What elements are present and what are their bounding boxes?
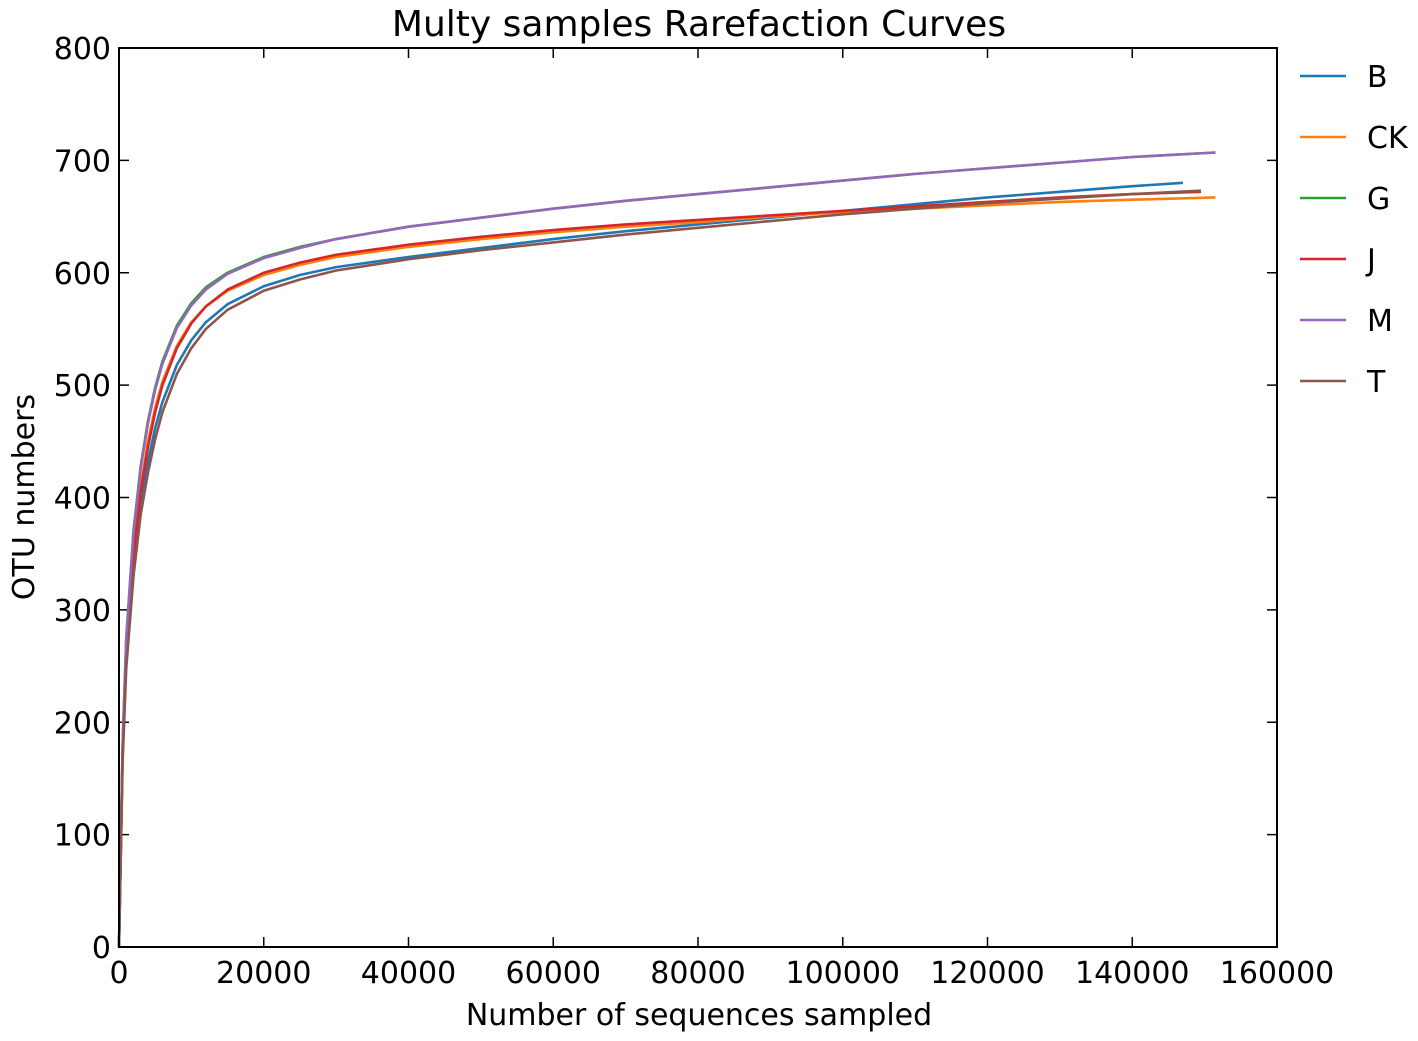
y-axis-label: OTU numbers [7, 394, 42, 600]
x-axis-ticks: 0 20000 40000 60000 80000 100000 120000 140000 1… [109, 48, 1334, 991]
legend-label-ck: CK [1367, 121, 1409, 156]
plot-frame [118, 47, 1278, 948]
x-tick-label: 80000 [650, 956, 745, 991]
y-tick-label: 500 [54, 369, 111, 404]
y-tick-label: 600 [54, 257, 111, 292]
y-tick-label: 800 [54, 32, 111, 67]
series-line-g [117, 151, 1216, 948]
legend-label-t: T [1366, 365, 1386, 400]
x-tick-label: 40000 [361, 956, 456, 991]
y-tick-label: 300 [54, 594, 111, 629]
x-tick-label: 120000 [930, 956, 1045, 991]
legend-label-b: B [1367, 60, 1388, 95]
legend-label-j: J [1365, 243, 1376, 278]
x-tick-label: 60000 [506, 956, 601, 991]
series-line-b [117, 181, 1183, 948]
x-tick-label: 100000 [785, 956, 900, 991]
series-line-m [117, 151, 1216, 948]
y-tick-label: 100 [54, 819, 111, 854]
series-line-t [117, 189, 1202, 948]
series-line-ck [117, 196, 1216, 948]
y-tick-label: 200 [54, 706, 111, 741]
y-axis-ticks: 0 100 200 300 400 500 600 700 800 [54, 32, 1277, 966]
y-tick-label: 700 [54, 144, 111, 179]
legend-label-m: M [1367, 304, 1393, 339]
y-tick-label: 400 [54, 482, 111, 517]
x-tick-label: 140000 [1075, 956, 1190, 991]
y-tick-label: 0 [92, 931, 111, 966]
legend-label-g: G [1367, 182, 1390, 217]
x-tick-label: 160000 [1220, 956, 1335, 991]
chart-title: Multy samples Rarefaction Curves [392, 4, 1006, 45]
x-axis-label: Number of sequences sampled [466, 998, 932, 1033]
series-line-j [117, 190, 1202, 948]
x-tick-label: 20000 [216, 956, 311, 991]
series-lines [117, 151, 1216, 948]
x-tick-label: 0 [109, 956, 128, 991]
